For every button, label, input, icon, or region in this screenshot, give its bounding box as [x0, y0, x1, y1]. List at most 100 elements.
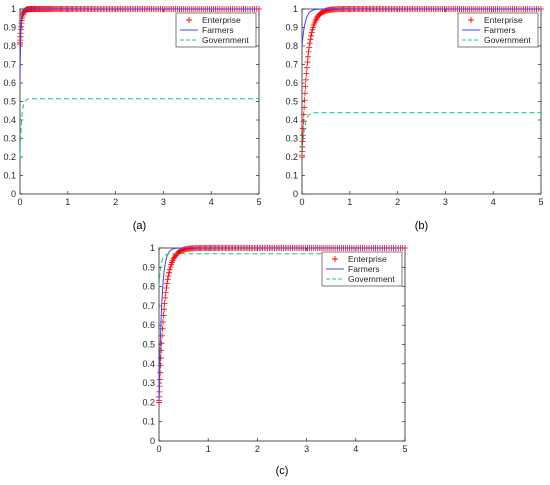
y-tick-label: 0.8: [142, 282, 155, 292]
y-tick-label: 0.4: [285, 115, 298, 125]
x-tick-label: 0: [17, 197, 22, 207]
legend-label: Government: [484, 35, 531, 45]
series-enterprise-point: [302, 76, 309, 83]
x-tick-label: 0: [299, 197, 304, 207]
plot-area: [299, 6, 544, 160]
series-enterprise-point: [308, 32, 315, 39]
y-tick-label: 0.7: [285, 60, 298, 70]
x-tick-label: 4: [491, 197, 496, 207]
y-tick-label: 0.3: [3, 134, 16, 144]
y-tick-label: 0.5: [285, 97, 298, 107]
x-tick-label: 1: [206, 444, 211, 454]
legend-label: Enterprise: [484, 15, 523, 25]
series-enterprise-point: [301, 104, 308, 111]
series-enterprise-point: [306, 40, 313, 47]
y-tick-label: 0.8: [285, 41, 298, 51]
x-tick-label: 5: [402, 444, 407, 454]
x-tick-label: 5: [256, 197, 261, 207]
series-enterprise-point: [162, 294, 169, 301]
series-farmers-line: [301, 8, 541, 47]
y-tick-label: 1: [11, 4, 16, 14]
series-enterprise-point: [305, 48, 312, 55]
y-tick-label: 0.9: [3, 23, 16, 33]
legend-label: Farmers: [348, 264, 380, 274]
series-enterprise-point: [301, 90, 308, 97]
x-tick-label: 0: [156, 444, 161, 454]
series-enterprise-point: [158, 340, 165, 347]
y-tick-label: 0.5: [142, 340, 155, 350]
x-tick-label: 3: [161, 197, 166, 207]
plot-area: [17, 6, 262, 157]
series-farmers-line: [19, 8, 259, 83]
series-enterprise-point: [164, 276, 171, 283]
y-tick-label: 0.6: [285, 78, 298, 88]
series-enterprise-point: [167, 264, 174, 271]
y-tick-label: 0.2: [142, 397, 155, 407]
y-tick-label: 0.7: [3, 60, 16, 70]
series-enterprise-point: [302, 83, 309, 90]
legend-marker-plus-icon: [186, 17, 192, 23]
x-tick-label: 2: [395, 197, 400, 207]
y-tick-label: 0.9: [285, 23, 298, 33]
y-tick-label: 0.3: [285, 134, 298, 144]
series-government-line: [158, 253, 405, 287]
series-enterprise-point: [304, 59, 311, 66]
series-enterprise-point: [164, 280, 171, 287]
legend-label: Government: [202, 35, 249, 45]
legend-label: Farmers: [202, 25, 234, 35]
x-tick-label: 1: [347, 197, 352, 207]
y-tick-label: 0.4: [3, 115, 16, 125]
series-enterprise-point: [166, 266, 173, 273]
y-tick-label: 0.6: [142, 320, 155, 330]
series-enterprise-point: [158, 347, 165, 354]
panel-label: (a): [133, 220, 146, 232]
y-tick-label: 0: [150, 436, 155, 446]
x-tick-label: 4: [353, 444, 358, 454]
series-enterprise-point: [300, 111, 307, 118]
y-tick-label: 1: [293, 4, 298, 14]
y-tick-label: 0.6: [3, 78, 16, 88]
series-enterprise-point: [307, 36, 314, 43]
y-tick-label: 0.2: [285, 152, 298, 162]
series-enterprise-point: [157, 369, 164, 376]
y-tick-label: 0.3: [142, 378, 155, 388]
series-farmers-line: [158, 247, 405, 403]
chart-panel-1: 0 1 2 3 4 5 0 0.1 0.2 0.3 0.4 0.5 0.6 0.7 0.8 0.9 1 Enter…: [3, 4, 262, 232]
legend-label: Enterprise: [202, 15, 241, 25]
series-enterprise-point: [300, 125, 307, 132]
x-tick-label: 3: [443, 197, 448, 207]
series-enterprise-point: [161, 306, 168, 313]
y-tick-label: 0.1: [285, 171, 298, 181]
series-enterprise-point: [308, 29, 315, 36]
series-enterprise-point: [305, 53, 312, 60]
series-enterprise-point: [301, 97, 308, 104]
series-enterprise-point: [163, 285, 170, 292]
legend-label: Farmers: [484, 25, 516, 35]
series-enterprise-point: [165, 272, 172, 279]
series-enterprise-point: [313, 16, 320, 23]
series-enterprise-point: [309, 26, 316, 33]
legend-label: Government: [348, 274, 395, 284]
x-tick-label: 5: [538, 197, 543, 207]
chart-panel-2: 0 1 2 3 4 5 0 0.1 0.2 0.3 0.4 0.5 0.6 0.7 0.8 0.9 1 Enter…: [285, 4, 544, 232]
legend-marker-plus-icon: [468, 17, 474, 23]
y-tick-label: 0.1: [142, 417, 155, 427]
y-tick-label: 0.1: [3, 171, 16, 181]
legend-marker-plus-icon: [332, 256, 338, 262]
y-tick-label: 0.4: [142, 359, 155, 369]
series-enterprise-point: [166, 269, 173, 276]
y-tick-label: 0.9: [142, 262, 155, 272]
x-tick-label: 2: [255, 444, 260, 454]
series-enterprise-point: [157, 355, 164, 362]
panel-label: (c): [276, 465, 289, 477]
series-enterprise-point: [161, 300, 168, 307]
y-tick-label: 0.7: [142, 301, 155, 311]
x-tick-label: 3: [304, 444, 309, 454]
series-enterprise-point: [299, 132, 306, 139]
series-enterprise-point: [162, 289, 169, 296]
y-tick-label: 0.8: [3, 41, 16, 51]
